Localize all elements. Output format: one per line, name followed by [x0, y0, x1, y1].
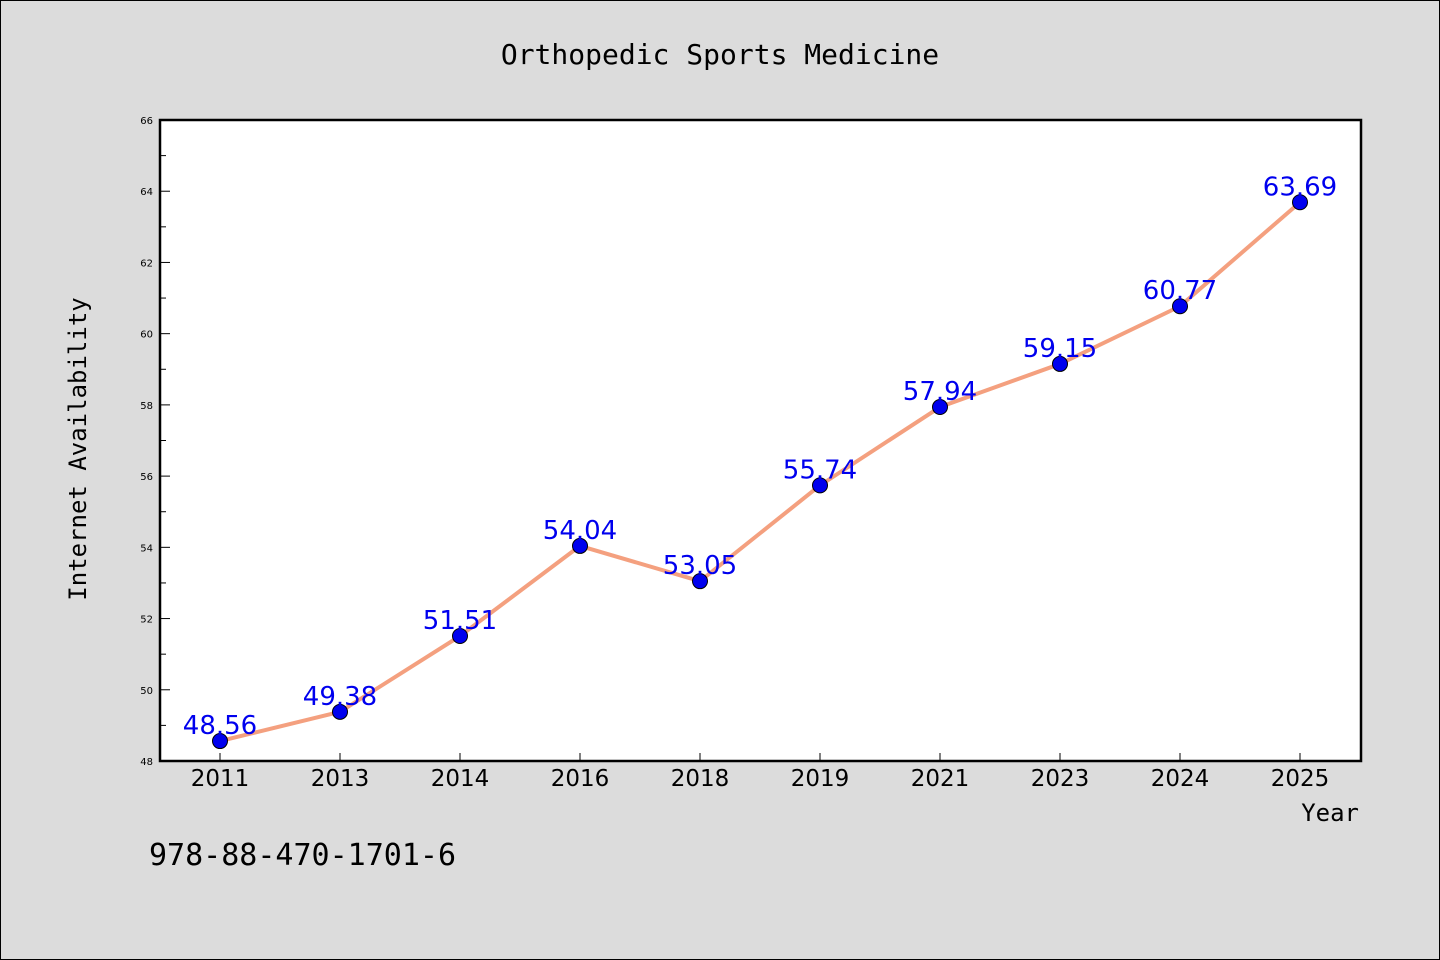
- data-point: [452, 628, 468, 645]
- y-tick-label: 54: [140, 543, 153, 554]
- data-point: [572, 537, 588, 554]
- data-label: 55.74: [783, 455, 857, 485]
- x-tick-label: 2013: [311, 766, 370, 792]
- chart-title: Orthopedic Sports Medicine: [501, 38, 939, 71]
- data-point: [1052, 355, 1068, 372]
- data-label: 49.38: [303, 682, 377, 712]
- series-markers: [212, 194, 1308, 750]
- y-tick-label: 60: [140, 330, 153, 341]
- x-tick-label: 2014: [431, 766, 490, 792]
- x-tick-label: 2019: [791, 766, 850, 792]
- x-tick-label: 2011: [191, 766, 250, 792]
- data-label: 48.56: [183, 711, 257, 741]
- x-tick-label: 2024: [1151, 766, 1210, 792]
- y-axis-label: Internet Availability: [64, 297, 92, 600]
- y-tick-label: 56: [140, 472, 153, 483]
- x-tick-label: 2016: [551, 766, 610, 792]
- y-tick-label: 50: [140, 686, 153, 697]
- y-tick-label: 66: [140, 116, 153, 127]
- series-line: [219, 200, 1302, 744]
- data-labels: 48.56 49.38 51.51 54.04 53.05 55.74 57.94 59.15…: [183, 172, 1337, 741]
- y-tick-label: 48: [140, 757, 153, 768]
- data-label: 54.04: [543, 516, 617, 546]
- x-tick-label: 2023: [1031, 766, 1090, 792]
- y-tick-label: 62: [140, 258, 153, 269]
- x-axis: 2011 2013 2014 2016 2018 2019 2021 2023 2024 2025: [191, 753, 1330, 792]
- plot-area: [158, 118, 1363, 763]
- data-point: [932, 399, 948, 416]
- data-point: [332, 703, 348, 720]
- x-axis-label: Year: [1301, 799, 1359, 827]
- data-point: [1172, 298, 1188, 315]
- isbn-text: 978-88-470-1701-6: [149, 838, 456, 873]
- data-point: [692, 573, 708, 590]
- data-label: 51.51: [423, 606, 497, 636]
- x-tick-label: 2025: [1271, 766, 1330, 792]
- data-label: 53.05: [663, 551, 737, 581]
- data-point: [1292, 194, 1308, 211]
- data-label: 60.77: [1143, 276, 1217, 306]
- x-tick-label: 2018: [671, 766, 730, 792]
- data-label: 63.69: [1263, 172, 1337, 202]
- x-tick-label: 2021: [911, 766, 970, 792]
- data-label: 57.94: [903, 377, 977, 407]
- y-axis: 48 50 52 54 56 58 60 62 64 66: [140, 116, 170, 768]
- data-label: 59.15: [1023, 334, 1097, 364]
- y-tick-label: 58: [140, 401, 153, 412]
- data-point: [812, 477, 828, 494]
- y-tick-label: 52: [140, 615, 153, 626]
- data-point: [212, 733, 228, 750]
- y-tick-label: 64: [140, 187, 153, 198]
